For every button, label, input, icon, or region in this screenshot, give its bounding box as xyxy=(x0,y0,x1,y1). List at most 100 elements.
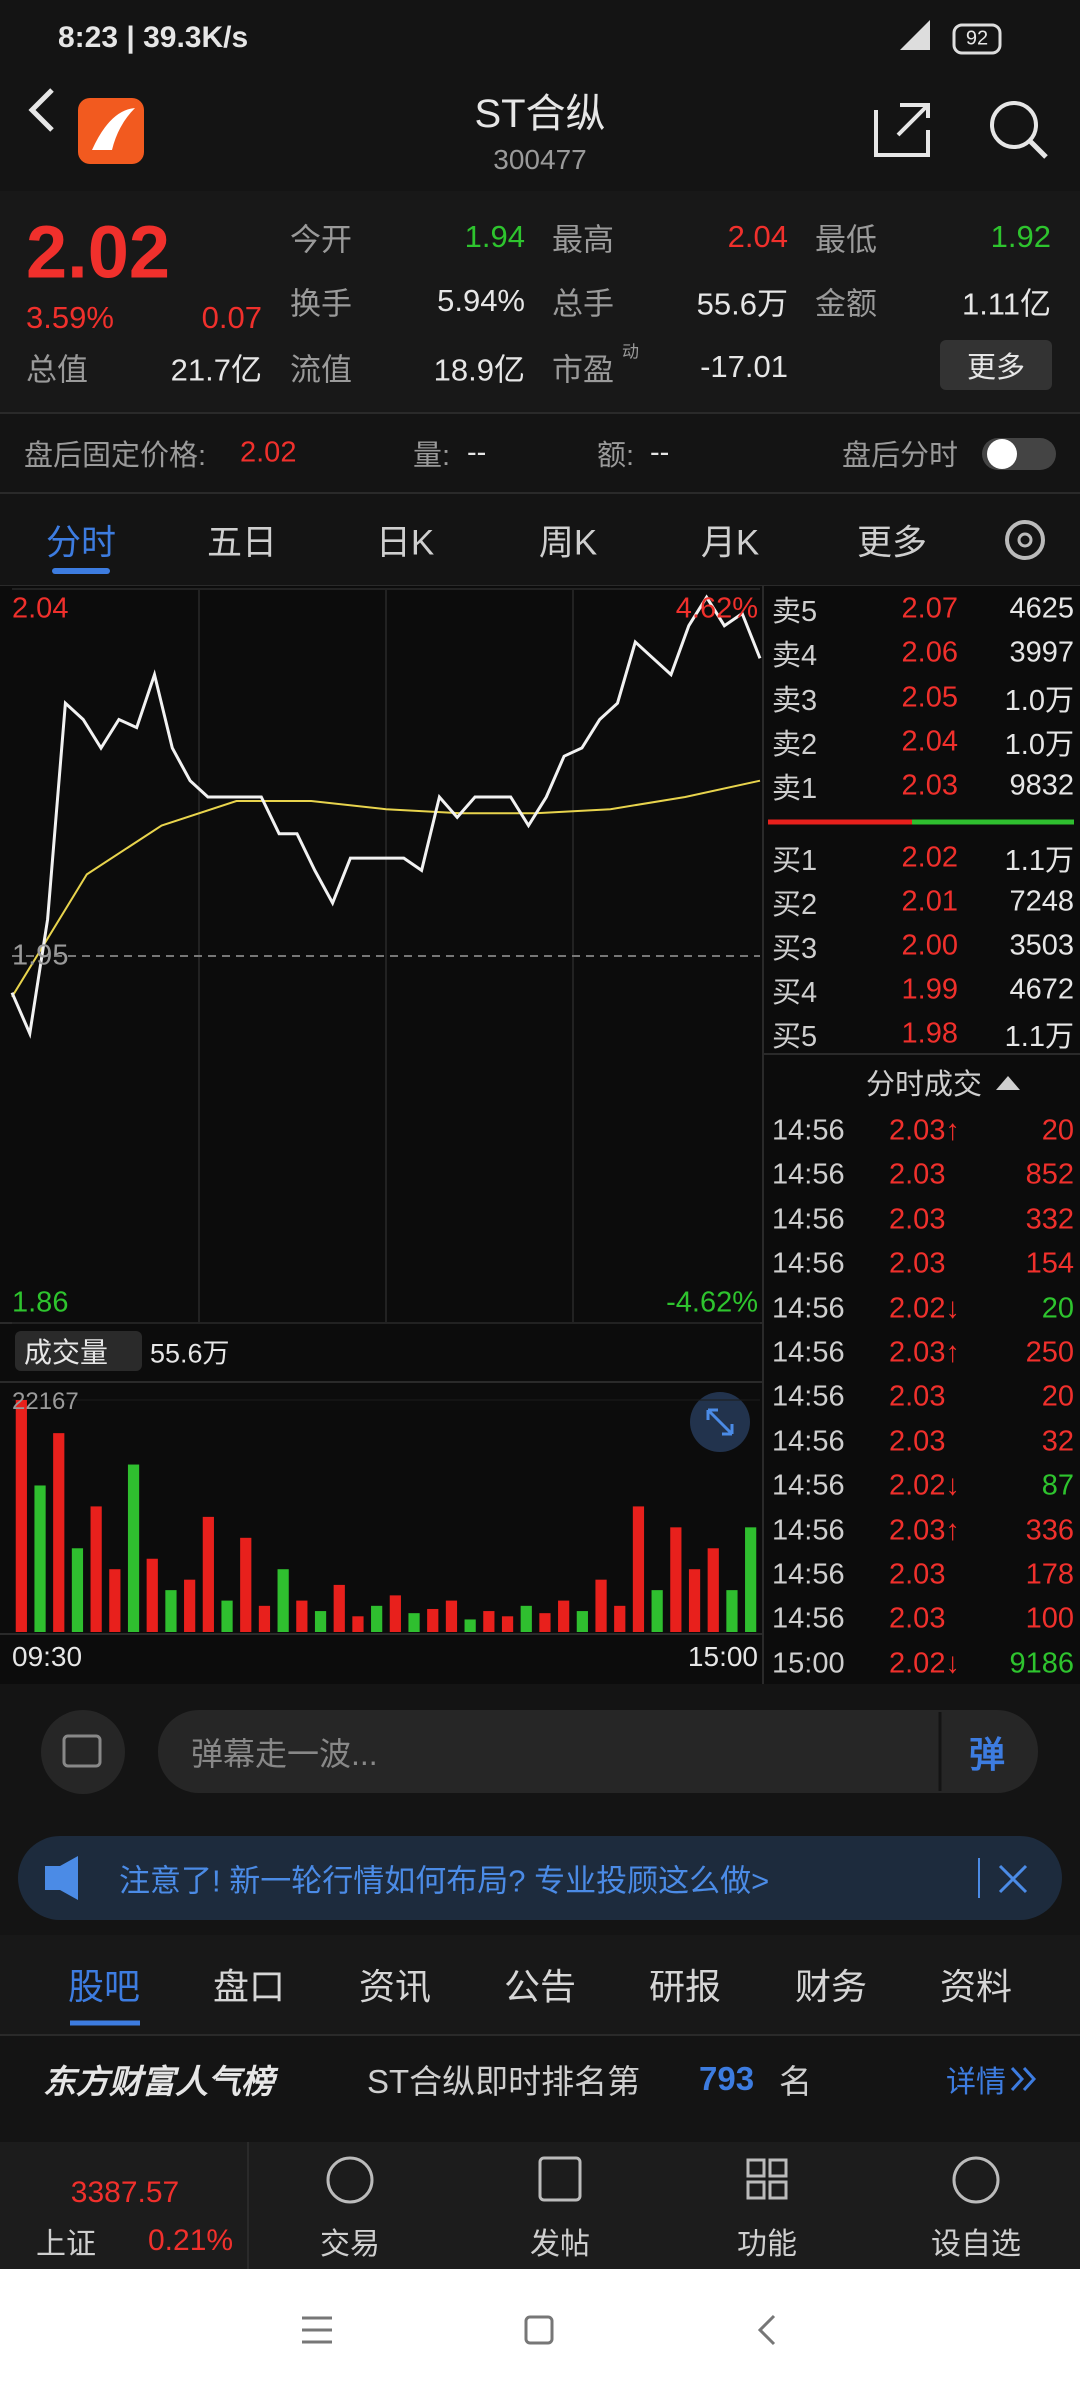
battery-level: 92 xyxy=(965,27,989,50)
notice-text[interactable]: 注意了! 新一轮行情如何布局? 专业投顾这么做> xyxy=(119,1863,770,1899)
stat-value: 21.7亿 xyxy=(170,352,262,388)
book-price: 2.05 xyxy=(901,681,958,714)
sub-tab[interactable]: 资料 xyxy=(939,1966,1013,2007)
battery-icon xyxy=(952,23,1002,55)
ranking-detail[interactable]: 详情 xyxy=(946,2066,1006,2099)
volume-bar xyxy=(558,1600,570,1632)
book-volume: 3503 xyxy=(1009,929,1074,962)
after-hours-toggle[interactable]: 盘后分时 xyxy=(842,440,959,472)
stock-code: 300477 xyxy=(493,144,587,175)
book-label: 卖2 xyxy=(772,729,818,761)
stat-value: 1.94 xyxy=(464,219,525,254)
book-price: 2.06 xyxy=(901,636,958,669)
volume-bar xyxy=(127,1464,140,1632)
stat-label: 金额 xyxy=(815,286,877,322)
sub-tab[interactable]: 盘口 xyxy=(212,1966,286,2007)
index-value[interactable]: 3387.57 xyxy=(70,2176,180,2209)
book-label: 卖5 xyxy=(772,596,818,628)
volume-total: 55.6万 xyxy=(150,1338,230,1369)
trade-price: 2.03 xyxy=(889,1558,946,1591)
pct-tick-label: -4.62% xyxy=(666,1286,758,1319)
volume-label: 量: xyxy=(413,440,451,472)
change-pct: 3.59% xyxy=(26,300,114,335)
chart-tab[interactable]: 月K xyxy=(700,523,760,563)
chart-tab[interactable]: 日K xyxy=(375,523,435,563)
sub-tab[interactable]: 公告 xyxy=(503,1966,577,2007)
volume-bar xyxy=(53,1433,65,1632)
volume-bar xyxy=(576,1611,588,1632)
stat-label: 换手 xyxy=(290,286,352,322)
trade-time: 14:56 xyxy=(772,1336,845,1369)
more-button[interactable]: 更多 xyxy=(966,352,1026,384)
volume-bar xyxy=(651,1590,663,1632)
book-label: 买4 xyxy=(772,977,818,1009)
settings-icon[interactable] xyxy=(1005,520,1045,560)
trade-price: 2.03 xyxy=(889,1203,946,1236)
book-label: 买2 xyxy=(772,889,818,921)
ranking-text: ST合纵即时排名第 xyxy=(367,2063,641,2100)
volume-bar xyxy=(165,1590,177,1632)
book-volume: 1.0万 xyxy=(1004,685,1074,717)
nav-item[interactable]: 交易 xyxy=(320,2228,380,2261)
nav-item[interactable]: 发帖 xyxy=(530,2228,590,2261)
book-volume: 1.0万 xyxy=(1004,729,1074,761)
trade-volume: 178 xyxy=(1025,1558,1074,1591)
ranking-brand: 东方财富人气榜 xyxy=(43,2063,274,2100)
ranking-suffix: 名 xyxy=(779,2063,812,2100)
nav-item[interactable]: 设自选 xyxy=(931,2228,1021,2261)
stat-label: 总值 xyxy=(26,352,88,388)
book-label: 买1 xyxy=(772,845,818,877)
search-button[interactable] xyxy=(990,101,1048,159)
back-button[interactable] xyxy=(28,88,54,132)
comment-placeholder[interactable]: 弹幕走一波... xyxy=(191,1736,378,1772)
trade-price: 2.02↓ xyxy=(889,1292,960,1325)
notice-banner[interactable] xyxy=(18,1836,1062,1920)
close-button[interactable] xyxy=(998,1864,1028,1894)
volume-bar xyxy=(745,1527,757,1632)
chart-tab[interactable]: 五日 xyxy=(206,523,278,563)
volume-bar xyxy=(632,1506,645,1632)
trade-price: 2.03↑ xyxy=(889,1336,960,1369)
stat-value: 55.6万 xyxy=(696,286,788,322)
book-price: 2.00 xyxy=(901,929,958,962)
volume-bar xyxy=(90,1506,102,1632)
comment-input[interactable] xyxy=(158,1710,1038,1793)
book-volume: 1.1万 xyxy=(1004,1021,1074,1053)
danmaku-button[interactable]: 弹 xyxy=(968,1734,1006,1775)
sub-tab[interactable]: 股吧 xyxy=(67,1966,141,2007)
trades-title[interactable]: 分时成交 xyxy=(865,1069,983,1101)
sub-tab[interactable]: 财务 xyxy=(794,1966,868,2007)
share-button[interactable] xyxy=(874,103,930,157)
trade-volume: 250 xyxy=(1025,1336,1074,1369)
nav-item[interactable]: 功能 xyxy=(737,2228,797,2261)
trade-time: 14:56 xyxy=(772,1380,845,1413)
y-tick-label: 2.04 xyxy=(12,592,69,625)
trade-price: 2.03↑ xyxy=(889,1514,960,1547)
trade-price: 2.02↓ xyxy=(889,1647,960,1680)
stat-value: 1.11亿 xyxy=(961,286,1051,322)
volume-tab[interactable]: 成交量 xyxy=(24,1337,109,1368)
book-label: 卖1 xyxy=(772,773,818,805)
volume-bar xyxy=(202,1516,214,1632)
volume-bar xyxy=(146,1558,158,1632)
change: 0.07 xyxy=(201,300,262,335)
more-button[interactable] xyxy=(940,340,1052,390)
trade-time: 14:56 xyxy=(772,1425,845,1458)
trade-time: 14:56 xyxy=(772,1203,845,1236)
volume-bar xyxy=(688,1569,701,1632)
trade-time: 14:56 xyxy=(772,1114,845,1147)
volume-tick-label: 22167 xyxy=(12,1388,79,1415)
volume-bar xyxy=(71,1548,84,1632)
trade-volume: 20 xyxy=(1041,1380,1074,1413)
sub-tab[interactable]: 资讯 xyxy=(358,1966,432,2007)
chart-tab[interactable]: 更多 xyxy=(856,523,928,563)
book-volume: 9832 xyxy=(1009,769,1074,802)
amount-value: -- xyxy=(650,436,670,469)
danmaku-icon[interactable] xyxy=(41,1710,125,1794)
chart-tab[interactable]: 周K xyxy=(538,523,598,563)
signal-icon xyxy=(900,20,930,50)
sub-tab[interactable]: 研报 xyxy=(648,1966,722,2007)
trade-time: 14:56 xyxy=(772,1292,845,1325)
trade-volume: 20 xyxy=(1041,1292,1074,1325)
chart-tab[interactable]: 分时 xyxy=(45,523,117,563)
